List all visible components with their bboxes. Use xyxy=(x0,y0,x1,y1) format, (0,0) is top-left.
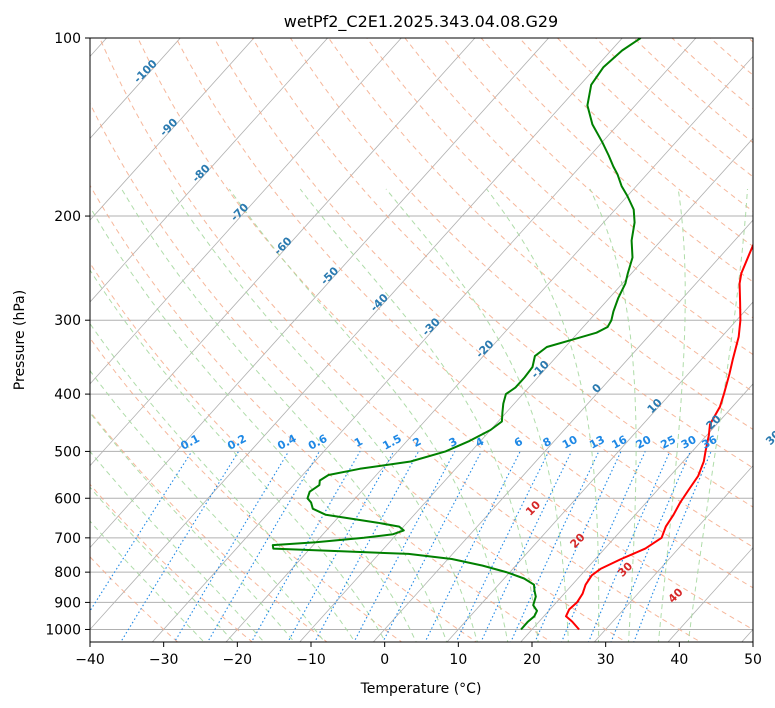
dry-adiabat-line xyxy=(90,262,478,642)
isotherm-line xyxy=(372,219,753,642)
x-tick-label: −40 xyxy=(75,652,105,668)
dewpoint-line xyxy=(271,38,642,631)
x-tick-label: 0 xyxy=(380,652,389,668)
mixing-ratio-line xyxy=(207,451,320,642)
mixing-ratio-label: 25 xyxy=(658,433,678,452)
mixing-ratio-label: 36 xyxy=(700,433,720,452)
mixing-ratio-line xyxy=(455,451,550,642)
y-axis: 100 200 300 400 500 600 700 800 900 1000 xyxy=(45,31,90,638)
moist-adiabat-line xyxy=(90,206,417,642)
isotherm-line xyxy=(593,465,753,642)
background-lines xyxy=(0,11,775,654)
y-tick-label: 500 xyxy=(54,444,81,460)
x-tick-label: 10 xyxy=(449,652,467,668)
moist-adiabat-line xyxy=(687,188,748,642)
mixing-ratio-label: 10 xyxy=(560,433,580,452)
mixing-ratio-line xyxy=(120,451,240,642)
plot-background xyxy=(90,38,753,642)
mixing-ratio-label: 30 xyxy=(679,433,699,452)
isotherm-line xyxy=(520,383,753,642)
moist-adiabat-line xyxy=(90,322,356,642)
dry-adiabat-line xyxy=(442,38,753,319)
mixing-ratio-line xyxy=(610,451,691,642)
x-tick-label: 50 xyxy=(744,652,762,668)
mixing-ratio-line xyxy=(588,451,671,642)
y-tick-label: 800 xyxy=(54,565,81,581)
y-tick-label: 600 xyxy=(54,491,81,507)
y-axis-label: Pressure (hPa) xyxy=(12,290,28,390)
isotherm-line xyxy=(446,301,753,642)
isotherm-line xyxy=(90,38,550,549)
isotherm-line xyxy=(151,38,697,642)
dry-adiabat-line xyxy=(99,38,702,642)
x-tick-label: 30 xyxy=(597,652,615,668)
y-tick-label: 400 xyxy=(54,387,81,403)
y-tick-label: 1000 xyxy=(45,622,81,638)
mixing-ratio-line xyxy=(560,451,646,642)
mixing-ratio-line xyxy=(314,451,420,642)
dry-adiabat-line xyxy=(289,38,753,469)
mixing-ratio-label: 16 xyxy=(610,433,630,452)
moist-adiabat-line xyxy=(228,188,509,642)
moist-adiabat-line xyxy=(589,188,637,642)
dry-adiabat-line xyxy=(213,38,753,548)
isotherm-line xyxy=(299,137,753,642)
dry-adiabat-line xyxy=(90,556,179,642)
x-tick-label: −10 xyxy=(296,652,326,668)
temperature-line xyxy=(565,242,753,631)
isotherm-line xyxy=(225,55,753,642)
moist-adiabat-line xyxy=(90,450,265,642)
x-tick-label: 20 xyxy=(523,652,541,668)
dry-adiabat-label: 30 xyxy=(763,428,775,448)
dry-adiabat-line xyxy=(366,38,753,393)
x-tick-label: 40 xyxy=(670,652,688,668)
isotherm-line xyxy=(90,38,255,221)
moist-adiabat-line xyxy=(170,188,478,642)
profile-series xyxy=(271,38,753,631)
moist-adiabat-line xyxy=(90,369,326,642)
dry-adiabat-line xyxy=(90,483,254,642)
isotherm-line xyxy=(90,38,476,467)
dry-adiabat-line xyxy=(90,410,328,642)
y-tick-label: 900 xyxy=(54,595,81,611)
mixing-ratio-label: 13 xyxy=(587,433,607,452)
moist-adiabat-line xyxy=(90,486,235,642)
mixing-ratio-line xyxy=(353,451,456,642)
mixing-ratio-line xyxy=(173,451,290,642)
y-tick-label: 300 xyxy=(54,313,81,329)
dry-adiabat-line xyxy=(175,38,753,589)
x-axis: −40 −30 −20 −10 0 10 20 30 40 50 xyxy=(75,642,762,668)
y-tick-label: 700 xyxy=(54,531,81,547)
dry-adiabat-line xyxy=(755,11,775,654)
isotherm-line xyxy=(90,38,181,139)
x-tick-label: −20 xyxy=(223,652,253,668)
isotherm-line xyxy=(90,38,402,385)
y-tick-label: 100 xyxy=(54,31,81,47)
x-tick-label: −30 xyxy=(149,652,179,668)
plot-frame xyxy=(89,37,754,643)
moist-adiabat-line xyxy=(486,188,600,642)
dry-adiabat-line xyxy=(90,337,403,642)
dry-adiabat-line xyxy=(90,184,552,642)
dry-adiabat-line xyxy=(137,38,753,631)
moist-adiabat-line xyxy=(90,269,387,642)
dry-adiabat-line xyxy=(251,38,753,508)
mixing-ratio-line xyxy=(90,451,193,613)
isotherm-line xyxy=(90,38,623,631)
moist-adiabat-line xyxy=(121,188,448,642)
mixing-ratio-line xyxy=(287,451,395,642)
mixing-ratio-label: 20 xyxy=(634,433,654,452)
x-axis-label: Temperature (°C) xyxy=(360,681,482,697)
y-tick-label: 200 xyxy=(54,209,81,225)
isotherm-line xyxy=(90,38,329,303)
chart-title: wetPf2_C2E1.2025.343.04.08.G29 xyxy=(284,12,558,32)
isotherm-line xyxy=(0,11,57,654)
mixing-ratio-line xyxy=(534,451,622,642)
moist-adiabat-line xyxy=(657,188,686,642)
